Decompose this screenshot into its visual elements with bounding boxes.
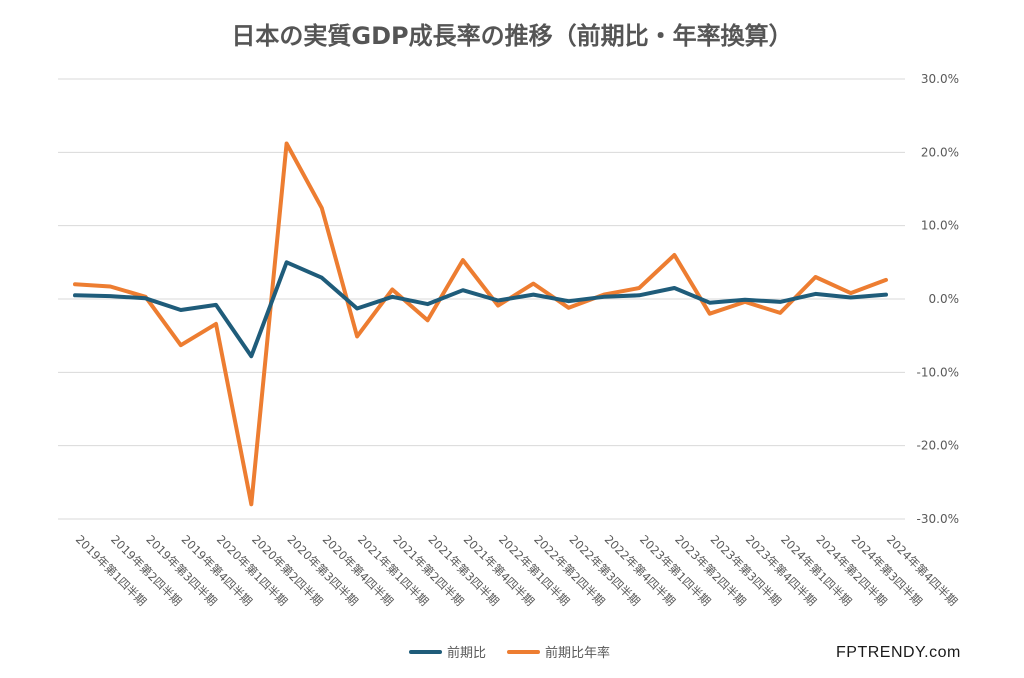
y-tick-label: 10.0%: [921, 219, 959, 233]
series-line-0: [73, 260, 888, 359]
y-tick-label: -10.0%: [917, 365, 959, 379]
y-tick-label: 20.0%: [921, 145, 959, 159]
legend-label: 前期比: [447, 645, 486, 661]
watermark: FPTRENDY.com: [836, 644, 961, 661]
y-tick-label: 30.0%: [921, 72, 959, 86]
y-axis-ticks: 30.0% 20.0% 10.0% 0.0% -10.0% -20.0% -30.0%: [917, 72, 959, 526]
y-tick-label: -20.0%: [917, 439, 959, 453]
series-line-1: [73, 141, 888, 507]
chart-title: 日本の実質GDP成長率の推移（前期比・年率換算）: [231, 22, 792, 50]
series-lines: [73, 141, 888, 507]
legend-label: 前期比年率: [545, 645, 610, 661]
gridlines: [58, 78, 905, 520]
y-tick-label: 0.0%: [929, 292, 960, 306]
legend: 前期比 前期比年率: [409, 645, 610, 661]
y-tick-label: -30.0%: [917, 512, 959, 526]
